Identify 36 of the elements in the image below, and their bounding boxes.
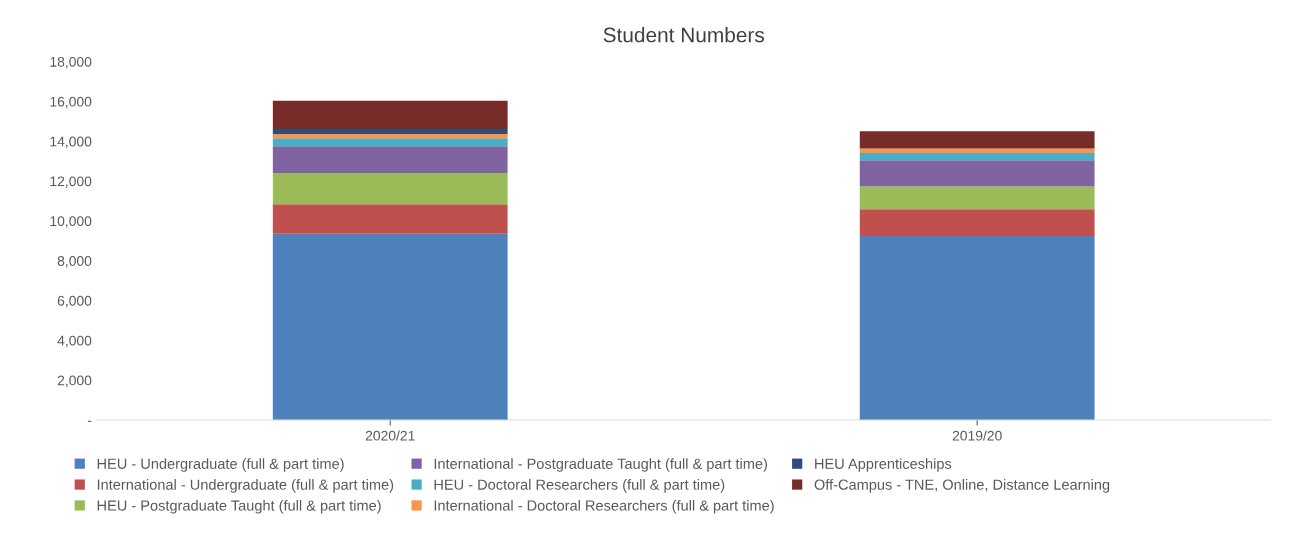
- legend-label: International - Postgraduate Taught (full & part time): [434, 458, 767, 472]
- legend-label: HEU - Postgraduate Taught (full & part time): [97, 499, 381, 514]
- bar: [272, 128, 508, 135]
- y-tick-label: 4,000: [57, 335, 92, 348]
- legend-label: HEU - Undergraduate (full & part time): [97, 458, 344, 472]
- y-tick-label: -: [87, 420, 92, 422]
- bar: [272, 233, 508, 420]
- legend-label: Off-Campus - TNE, Online, Distance Learning: [814, 479, 1110, 493]
- legend-label: International - Doctoral Researchers (full & part time): [434, 499, 774, 514]
- bar: [859, 148, 1095, 153]
- bar: [272, 100, 508, 129]
- bar: [859, 186, 1095, 210]
- y-tick-label: 2,000: [57, 375, 92, 387]
- y-tick-label: 12,000: [50, 176, 92, 188]
- legend-label: International - Undergraduate (full & part time): [97, 479, 394, 493]
- y-tick-label: 18,000: [50, 56, 92, 69]
- bar: [859, 152, 1095, 161]
- x-tick-label: 2019/20: [952, 430, 1002, 441]
- y-tick-label: 16,000: [50, 96, 92, 109]
- bar: [859, 209, 1095, 237]
- bar: [859, 236, 1095, 420]
- bar: [272, 204, 508, 234]
- y-tick-label: 6,000: [57, 295, 92, 308]
- y-tick-label: 10,000: [50, 216, 92, 228]
- y-tick-label: 14,000: [50, 136, 92, 149]
- x-tick-label: 2020/21: [365, 430, 415, 441]
- bar: [272, 134, 508, 139]
- bar: [859, 160, 1095, 187]
- legend-label: HEU - Doctoral Researchers (full & part time): [434, 479, 725, 493]
- bar: [859, 131, 1095, 149]
- bar: [272, 173, 508, 205]
- bar: [272, 138, 508, 147]
- bar: [272, 146, 508, 174]
- y-tick-label: 8,000: [57, 256, 92, 268]
- chart-title: Student Numbers: [603, 27, 765, 43]
- legend-label: HEU Apprenticeships: [815, 458, 952, 472]
